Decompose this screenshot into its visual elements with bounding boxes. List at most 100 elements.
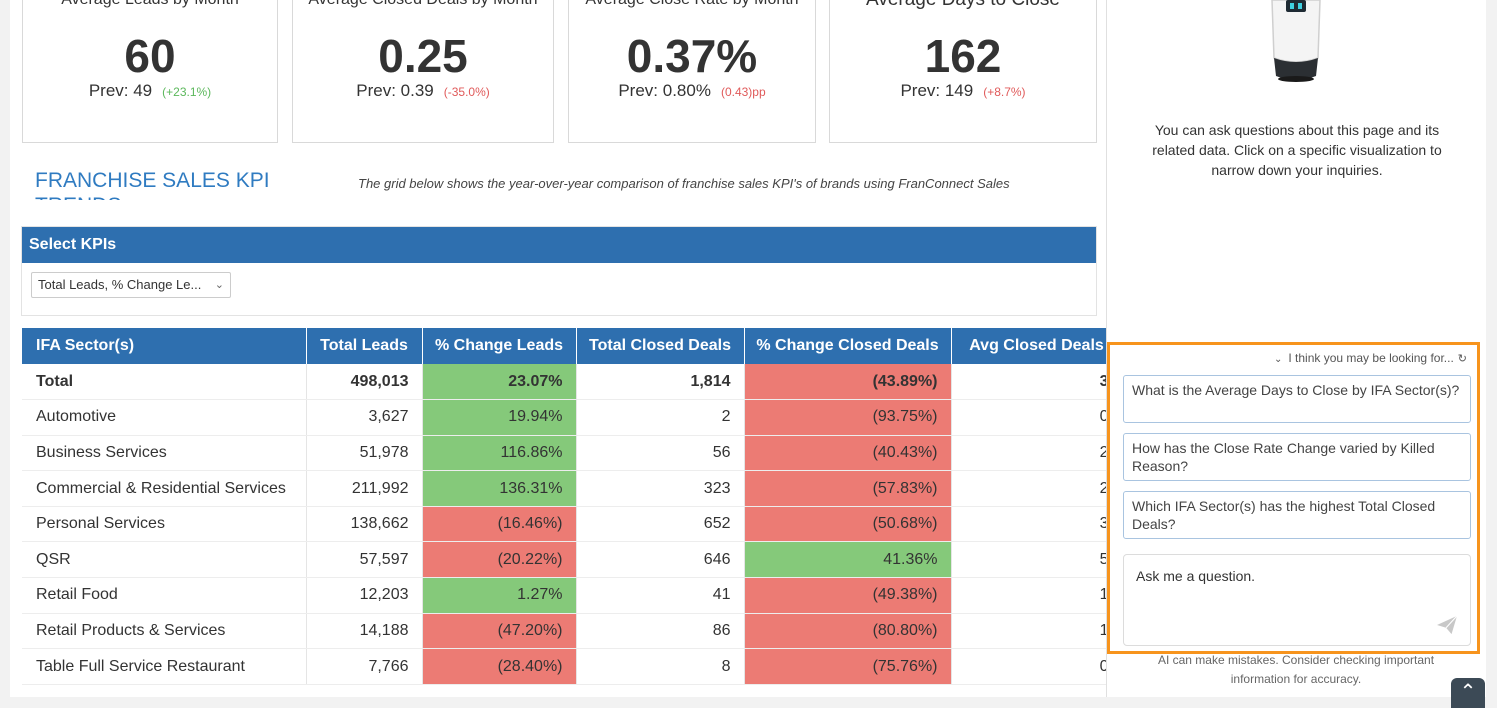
suggestion-button[interactable]: How has the Close Rate Change varied by … xyxy=(1123,433,1471,481)
cell-change-closed: (75.76%) xyxy=(744,648,952,685)
kpi-value: 0.25 xyxy=(378,30,468,82)
column-header[interactable]: % Change Closed Deals xyxy=(744,328,952,364)
select-kpis-panel: Select KPIs Total Leads, % Change Le... … xyxy=(21,226,1097,316)
kpi-prev: Prev: 0.80% (0.43)pp xyxy=(569,81,815,101)
suggestion-button[interactable]: What is the Average Days to Close by IFA… xyxy=(1123,375,1471,423)
cell-change-closed: (80.80%) xyxy=(744,613,952,650)
chevron-down-icon: ⌄ xyxy=(1273,354,1283,365)
cell-closed-deals: 323 xyxy=(576,470,745,507)
cell-avg-closed: 0 xyxy=(951,648,1106,685)
kpi-prev-text: Prev: 149 xyxy=(900,81,974,100)
scroll-to-top-button[interactable]: ⌃ xyxy=(1451,678,1485,708)
table-header-row: IFA Sector(s) Total Leads % Change Leads… xyxy=(22,328,1106,364)
column-header[interactable]: Total Leads xyxy=(306,328,423,364)
cell-change-leads: 1.27% xyxy=(422,577,577,614)
assistant-info-text: You can ask questions about this page an… xyxy=(1152,122,1442,178)
cell-change-leads: (16.46%) xyxy=(422,506,577,543)
cell-total-leads: 138,662 xyxy=(306,506,423,543)
cell-closed-deals: 2 xyxy=(576,399,745,436)
table-row[interactable]: Retail Food 12,203 1.27% 41 (49.38%) 1 xyxy=(22,577,1106,614)
cell-change-leads: (47.20%) xyxy=(422,613,577,650)
column-header[interactable]: % Change Leads xyxy=(422,328,577,364)
column-header[interactable]: IFA Sector(s) xyxy=(22,328,307,364)
table-row[interactable]: Commercial & Residential Services 211,99… xyxy=(22,470,1106,507)
cell-change-leads: 116.86% xyxy=(422,435,577,472)
cell-sector: Retail Food xyxy=(22,577,307,614)
kpi-card-average-closed-deals[interactable]: Average Closed Deals by Month 0.25 Prev:… xyxy=(292,0,554,143)
cell-total-leads: 7,766 xyxy=(306,648,423,685)
cell-avg-closed: 3 xyxy=(951,506,1106,543)
chevron-down-icon: ⌄ xyxy=(214,279,224,291)
cell-total-leads: 211,992 xyxy=(306,470,423,507)
kpi-title: Average Close Rate by Month xyxy=(569,0,815,9)
cell-avg-closed: 0 xyxy=(951,399,1106,436)
kpi-prev-text: Prev: 0.39 xyxy=(356,81,434,100)
cell-change-leads: 136.31% xyxy=(422,470,577,507)
cell-sector: Business Services xyxy=(22,435,307,472)
double-chevron-up-icon: ⌃ xyxy=(1459,681,1477,703)
kpi-value: 60 xyxy=(124,30,176,82)
cell-sector: Total xyxy=(22,364,307,401)
cell-total-leads: 12,203 xyxy=(306,577,423,614)
kpi-value: 162 xyxy=(924,30,1002,82)
suggestions-hint: I think you may be looking for... xyxy=(1288,351,1454,365)
cell-avg-closed: 3 xyxy=(951,364,1106,401)
table-row[interactable]: Automotive 3,627 19.94% 2 (93.75%) 0 xyxy=(22,399,1106,436)
cell-total-leads: 51,978 xyxy=(306,435,423,472)
table-row[interactable]: Table Full Service Restaurant 7,766 (28.… xyxy=(22,648,1106,685)
kpi-delta: (0.43)pp xyxy=(720,85,766,99)
cell-closed-deals: 652 xyxy=(576,506,745,543)
cell-total-leads: 57,597 xyxy=(306,541,423,579)
kpi-prev: Prev: 49 (+23.1%) xyxy=(23,81,277,101)
cell-change-leads: 19.94% xyxy=(422,399,577,436)
cell-closed-deals: 8 xyxy=(576,648,745,685)
suggestion-button[interactable]: Which IFA Sector(s) has the highest Tota… xyxy=(1123,491,1471,539)
section-title: FRANCHISE SALES KPI TRENDS xyxy=(35,169,270,200)
refresh-icon[interactable]: ↻ xyxy=(1457,353,1467,365)
cell-sector: Table Full Service Restaurant xyxy=(22,648,307,685)
cell-avg-closed: 1 xyxy=(951,577,1106,614)
cell-sector: Retail Products & Services xyxy=(22,613,307,650)
ask-question-placeholder: Ask me a question. xyxy=(1136,568,1256,584)
cell-sector: Commercial & Residential Services xyxy=(22,470,307,507)
kpi-select-value: Total Leads, % Change Le... xyxy=(38,277,202,292)
ai-disclaimer: AI can make mistakes. Consider checking … xyxy=(1157,653,1435,686)
cell-change-leads: 23.07% xyxy=(422,364,577,401)
kpi-delta: (+23.1%) xyxy=(162,85,212,99)
ai-assistant-box: ⌄ I think you may be looking for... ↻ What… xyxy=(1107,342,1480,654)
kpi-card-average-days-to-close[interactable]: Average Days to Close 162 Prev: 149 (+8.7… xyxy=(829,0,1097,143)
cell-change-closed: (40.43%) xyxy=(744,435,952,472)
table-row[interactable]: Business Services 51,978 116.86% 56 (40.… xyxy=(22,435,1106,472)
kpi-title: Average Days to Close xyxy=(830,0,1096,11)
cell-sector: Automotive xyxy=(22,399,307,436)
cell-change-closed: (57.83%) xyxy=(744,470,952,507)
table-row[interactable]: Total 498,013 23.07% 1,814 (43.89%) 3 xyxy=(22,364,1106,401)
table-row[interactable]: Retail Products & Services 14,188 (47.20… xyxy=(22,613,1106,650)
cell-change-leads: (20.22%) xyxy=(422,541,577,579)
cell-sector: QSR xyxy=(22,541,307,579)
robot-assistant-icon xyxy=(1271,0,1321,82)
kpi-value: 0.37% xyxy=(626,30,758,82)
ask-question-input[interactable]: Ask me a question. xyxy=(1123,554,1471,646)
dashboard-main: Average Leads by Month 60 Prev: 49 (+23.1… xyxy=(10,0,1106,697)
send-icon[interactable] xyxy=(1436,615,1458,635)
suggestions-toggle[interactable]: ⌄ I think you may be looking for... ↻ xyxy=(1274,351,1467,365)
column-header[interactable]: Avg Closed Deals xyxy=(951,328,1106,364)
cell-change-closed: (43.89%) xyxy=(744,364,952,401)
cell-change-closed: (93.75%) xyxy=(744,399,952,436)
kpi-select-dropdown[interactable]: Total Leads, % Change Le... ⌄ xyxy=(31,272,231,298)
kpi-prev-text: Prev: 0.80% xyxy=(618,81,711,100)
table-row[interactable]: QSR 57,597 (20.22%) 646 41.36% 5 xyxy=(22,541,1106,579)
kpi-prev: Prev: 149 (+8.7%) xyxy=(830,81,1096,101)
select-kpis-header: Select KPIs xyxy=(22,227,1096,263)
column-header[interactable]: Total Closed Deals xyxy=(576,328,745,364)
cell-avg-closed: 2 xyxy=(951,435,1106,472)
cell-total-leads: 498,013 xyxy=(306,364,423,401)
cell-change-closed: 41.36% xyxy=(744,541,952,579)
kpi-delta: (-35.0%) xyxy=(443,85,490,99)
cell-avg-closed: 5 xyxy=(951,541,1106,579)
table-row[interactable]: Personal Services 138,662 (16.46%) 652 (… xyxy=(22,506,1106,543)
kpi-card-average-leads[interactable]: Average Leads by Month 60 Prev: 49 (+23.1… xyxy=(22,0,278,143)
kpi-card-average-close-rate[interactable]: Average Close Rate by Month 0.37% Prev: … xyxy=(568,0,816,143)
cell-closed-deals: 86 xyxy=(576,613,745,650)
